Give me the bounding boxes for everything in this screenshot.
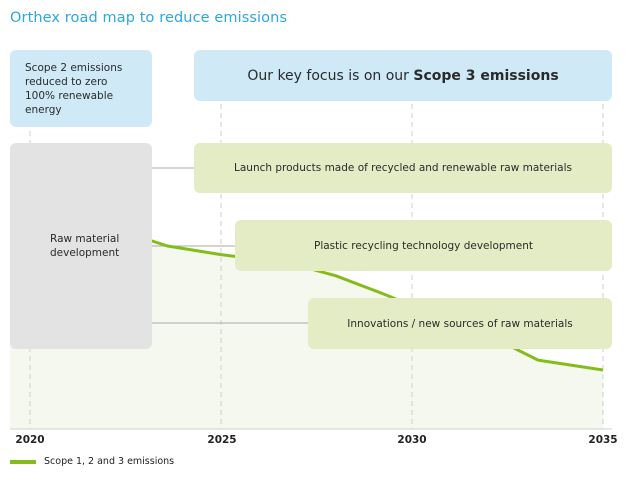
initiative-label: Launch products made of recycled and ren… xyxy=(234,162,572,174)
legend-swatch-icon xyxy=(10,459,36,464)
raw-material-line: development xyxy=(50,247,120,259)
chart-legend: Scope 1, 2 and 3 emissions xyxy=(10,456,174,467)
initiative-box-plastic-recycling: Plastic recycling technology development xyxy=(235,220,612,271)
initiative-label: Plastic recycling technology development xyxy=(313,239,533,252)
emissions-area xyxy=(10,241,603,429)
legend-label: Scope 1, 2 and 3 emissions xyxy=(44,456,175,467)
scope2-box: Scope 2 emissions reduced to zero 100% r… xyxy=(10,50,152,127)
key-focus-emphasis: Scope 3 emissions xyxy=(413,67,559,84)
raw-material-box: Raw material development xyxy=(10,143,152,349)
page-title: Orthex road map to reduce emissions xyxy=(10,10,288,26)
initiative-label: Innovations / new sources of raw materia… xyxy=(347,317,573,330)
scope2-line: 100% renewable energy xyxy=(25,89,114,116)
x-tick-label: 2020 xyxy=(15,434,45,446)
initiative-box-launch: Launch products made of recycled and ren… xyxy=(194,143,612,193)
x-tick-label: 2035 xyxy=(588,434,618,446)
scope2-line: reduced to zero xyxy=(25,75,108,88)
raw-material-line: Raw material xyxy=(50,233,120,245)
scope2-line: Scope 2 emissions xyxy=(25,61,123,74)
x-tick-label: 2030 xyxy=(397,434,427,446)
key-focus-box: Our key focus is on our Scope 3 emission… xyxy=(194,50,612,101)
key-focus-prefix: Our key focus is on our xyxy=(247,67,414,84)
initiative-box-innovations: Innovations / new sources of raw materia… xyxy=(308,298,612,349)
x-tick-label: 2025 xyxy=(207,434,237,446)
